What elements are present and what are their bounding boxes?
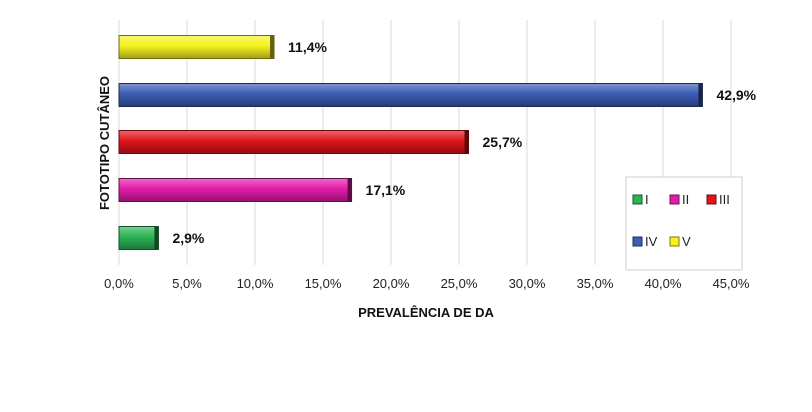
x-tick-label: 10,0% (237, 276, 274, 291)
bar-bevel (154, 226, 159, 250)
data-label-IV: 42,9% (716, 87, 756, 103)
bar-bevel (270, 35, 275, 59)
legend-label-II: II (682, 192, 689, 207)
legend-swatch-IV (632, 236, 643, 247)
x-tick-label: 25,0% (441, 276, 478, 291)
x-tick-label: 35,0% (577, 276, 614, 291)
x-tick-label: 20,0% (373, 276, 410, 291)
x-axis-title: PREVALÊNCIA DE DA (358, 305, 494, 320)
data-label-V: 11,4% (288, 39, 327, 55)
legend-label-V: V (682, 234, 691, 249)
data-labels: 2,9% 17,1% 25,7% 42,9% 11,4% (172, 39, 756, 246)
x-tick-label: 5,0% (172, 276, 202, 291)
legend-label-IV: IV (645, 234, 658, 249)
legend-label-I: I (645, 192, 649, 207)
legend-swatch-V (669, 236, 680, 247)
legend-box (625, 176, 743, 271)
bars (118, 35, 703, 250)
legend-swatch-I (632, 194, 643, 205)
x-tick-label: 30,0% (509, 276, 546, 291)
bar-III (118, 130, 470, 154)
bar-IV (118, 83, 703, 107)
bar-bevel (698, 83, 703, 107)
bar-bevel (464, 130, 469, 154)
legend-label-III: III (719, 192, 730, 207)
legend-swatch-III (706, 194, 717, 205)
x-tick-label: 15,0% (305, 276, 342, 291)
x-axis-ticks: 0,0% 5,0% 10,0% 15,0% 20,0% 25,0% 30,0% 35,0% 40… (104, 276, 750, 291)
data-label-I: 2,9% (172, 230, 204, 246)
x-tick-label: 0,0% (104, 276, 134, 291)
data-label-III: 25,7% (483, 134, 523, 150)
x-tick-label: 45,0% (713, 276, 750, 291)
bar-bevel (347, 178, 352, 202)
bar-II (118, 178, 353, 202)
y-axis-title: FOTOTIPO CUTÂNEO (97, 76, 112, 210)
bar-V (118, 35, 275, 59)
x-tick-label: 40,0% (645, 276, 682, 291)
legend-swatch-II (669, 194, 680, 205)
data-label-II: 17,1% (366, 182, 406, 198)
bar-I (118, 226, 159, 250)
